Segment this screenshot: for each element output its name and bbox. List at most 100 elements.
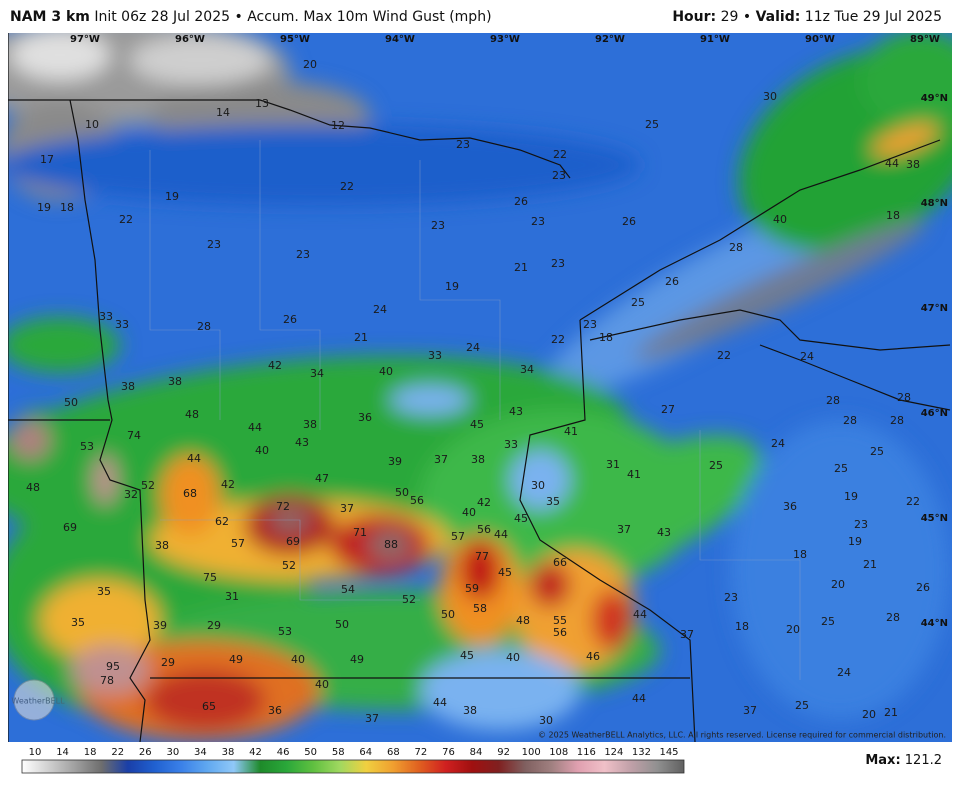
value-label: 43 xyxy=(657,526,671,539)
value-label: 29 xyxy=(161,656,175,669)
wind-region xyxy=(860,33,952,130)
latitude-label: 49°N xyxy=(921,93,948,104)
value-label: 23 xyxy=(724,591,738,604)
value-label: 48 xyxy=(26,481,40,494)
value-label: 50 xyxy=(64,396,78,409)
wind-region xyxy=(460,540,500,600)
colorbar-tick-label: 30 xyxy=(166,747,179,758)
value-label: 19 xyxy=(445,280,459,293)
longitude-label: 97°W xyxy=(70,34,100,45)
colorbar-tick-label: 68 xyxy=(387,747,400,758)
longitude-label: 90°W xyxy=(805,34,835,45)
colorbar-tick-label: 58 xyxy=(332,747,345,758)
value-label: 22 xyxy=(717,349,731,362)
value-label: 36 xyxy=(268,704,282,717)
value-label: 20 xyxy=(831,578,845,591)
colorbar-tick-label: 116 xyxy=(577,747,596,758)
value-label: 46 xyxy=(586,650,600,663)
value-label: 19 xyxy=(165,190,179,203)
wind-region xyxy=(368,530,412,560)
wind-field xyxy=(8,33,952,740)
value-label: 20 xyxy=(786,623,800,636)
value-label: 37 xyxy=(434,453,448,466)
wind-region xyxy=(130,35,270,85)
value-label: 37 xyxy=(743,704,757,717)
field-name: Accum. Max 10m Wind Gust (mph) xyxy=(247,9,492,25)
max-value: 121.2 xyxy=(904,753,942,768)
value-label: 49 xyxy=(229,653,243,666)
wind-region xyxy=(10,420,50,460)
value-label: 66 xyxy=(553,556,567,569)
value-label: 44 xyxy=(433,696,447,709)
value-label: 33 xyxy=(428,349,442,362)
longitude-label: 94°W xyxy=(385,34,415,45)
value-label: 19 xyxy=(37,201,51,214)
value-label: 25 xyxy=(821,615,835,628)
border xyxy=(8,99,571,179)
value-label: 33 xyxy=(99,310,113,323)
colorbar-tick-label: 132 xyxy=(632,747,651,758)
value-label: 44 xyxy=(248,421,262,434)
value-label: 65 xyxy=(202,700,216,713)
value-label: 14 xyxy=(216,106,230,119)
value-label: 35 xyxy=(97,585,111,598)
value-label: 42 xyxy=(268,359,282,372)
value-label: 25 xyxy=(870,445,884,458)
value-label: 44 xyxy=(187,452,201,465)
colorbar-ticks: 10 14 18 22 26 30 34 38 42 46 50 58 64 68 72 76 84 92 100 1… xyxy=(29,747,679,758)
colorbar-tick-label: 50 xyxy=(304,747,317,758)
colorbar-tick-label: 124 xyxy=(604,747,623,758)
value-label: 25 xyxy=(631,296,645,309)
wind-region xyxy=(592,590,632,650)
value-label: 62 xyxy=(215,515,229,528)
value-label: 25 xyxy=(709,459,723,472)
value-label: 38 xyxy=(906,158,920,171)
value-label: 38 xyxy=(168,375,182,388)
value-label: 25 xyxy=(645,118,659,131)
value-label: 58 xyxy=(473,602,487,615)
longitude-label: 89°W xyxy=(910,34,940,45)
value-label: 45 xyxy=(470,418,484,431)
value-label: 44 xyxy=(885,157,899,170)
value-label: 22 xyxy=(553,148,567,161)
colorbar-tick-label: 145 xyxy=(659,747,678,758)
value-label: 40 xyxy=(291,653,305,666)
wind-region xyxy=(390,385,470,415)
value-label: 21 xyxy=(354,331,368,344)
value-label: 69 xyxy=(286,535,300,548)
value-label: 43 xyxy=(295,436,309,449)
wind-region xyxy=(542,203,858,397)
value-label: 23 xyxy=(854,518,868,531)
value-label: 45 xyxy=(514,512,528,525)
county-lines xyxy=(149,140,801,680)
valid-label: Valid: xyxy=(755,9,801,25)
colorbar-tick-label: 18 xyxy=(84,747,97,758)
value-label: 33 xyxy=(504,438,518,451)
value-label: 40 xyxy=(462,506,476,519)
value-label: 40 xyxy=(379,365,393,378)
colorbar-tick-label: 92 xyxy=(497,747,510,758)
longitude-label: 92°W xyxy=(595,34,625,45)
value-label: 30 xyxy=(531,479,545,492)
value-label: 22 xyxy=(551,333,565,346)
value-label: 32 xyxy=(124,488,138,501)
value-label: 28 xyxy=(890,414,904,427)
value-label: 40 xyxy=(255,444,269,457)
value-label: 25 xyxy=(795,699,809,712)
value-label: 40 xyxy=(506,651,520,664)
value-label: 18 xyxy=(599,331,613,344)
value-label: 55 xyxy=(553,614,567,627)
value-label: 26 xyxy=(283,313,297,326)
value-label: 23 xyxy=(551,257,565,270)
value-label: 78 xyxy=(100,674,114,687)
value-label: 42 xyxy=(221,478,235,491)
colorbar-tick-label: 46 xyxy=(277,747,290,758)
value-label: 75 xyxy=(203,571,217,584)
wind-region xyxy=(558,435,762,565)
wind-region xyxy=(730,420,950,720)
wind-region xyxy=(40,580,160,660)
value-label: 28 xyxy=(843,414,857,427)
value-label: 38 xyxy=(303,418,317,431)
